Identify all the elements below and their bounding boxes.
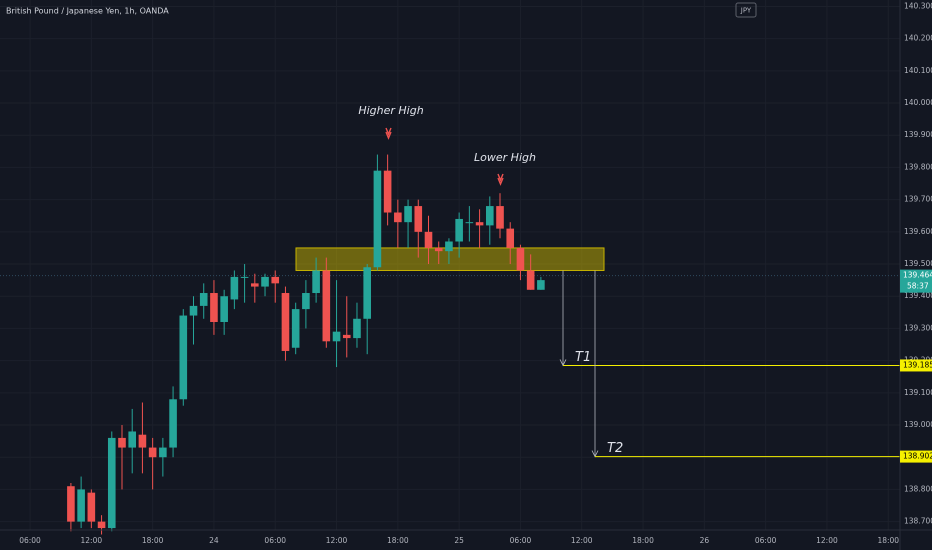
candle-body — [118, 437, 126, 448]
candle-body — [516, 247, 525, 271]
target-label: T2 — [607, 441, 623, 456]
candle-body — [445, 241, 453, 252]
candle-body — [179, 315, 188, 400]
currency-label: JPY — [740, 7, 752, 15]
candle-body — [169, 399, 177, 448]
x-tick-label: 24 — [209, 536, 219, 545]
candle-body — [261, 276, 269, 287]
y-tick-label: 139.400 — [904, 291, 932, 300]
candle-body — [537, 280, 545, 290]
candle-body — [353, 318, 361, 339]
y-tick-label: 139.000 — [904, 420, 932, 429]
candle-body — [342, 334, 351, 339]
y-tick-label: 140.100 — [904, 66, 932, 75]
currency-badge — [735, 2, 757, 18]
candle-body — [302, 293, 310, 310]
annotation: Higher High — [358, 104, 423, 117]
candle-body — [107, 437, 116, 529]
last-price-tag — [900, 269, 932, 293]
candle-body — [506, 228, 515, 248]
candle-body — [312, 270, 320, 294]
candle-body — [271, 276, 280, 284]
x-tick-label: 12:00 — [571, 536, 593, 545]
arrow-marker — [385, 127, 392, 140]
candle-body — [475, 222, 484, 226]
x-tick-label: 26 — [700, 536, 710, 545]
y-tick-label: 140.300 — [904, 1, 932, 10]
candle-body — [291, 309, 300, 348]
x-tick-label: 12:00 — [326, 536, 348, 545]
y-tick-label: 140.200 — [904, 34, 932, 43]
x-tick-label: 12:00 — [81, 536, 103, 545]
candle-body — [332, 331, 341, 342]
target-price-label: 139.185 — [903, 360, 932, 369]
y-tick-label: 139.900 — [904, 130, 932, 139]
target-price-tag — [900, 359, 932, 372]
y-tick-label: 139.300 — [904, 323, 932, 332]
resistance-zone — [295, 247, 605, 271]
x-tick-label: 06:00 — [19, 536, 41, 545]
candle-body — [424, 231, 433, 248]
candle-body — [87, 492, 96, 522]
target-label: T1 — [575, 350, 591, 365]
candle-body — [465, 222, 474, 224]
x-tick-label: 25 — [454, 536, 464, 545]
target-price-tag — [900, 450, 932, 463]
candle-body — [128, 431, 137, 448]
x-tick-label: 18:00 — [387, 536, 409, 545]
candle-body — [97, 521, 106, 529]
candle-body — [77, 489, 85, 522]
y-tick-label: 139.800 — [904, 162, 932, 171]
candle-body — [383, 170, 392, 213]
candle-body — [199, 293, 208, 306]
y-tick-label: 140.000 — [904, 98, 932, 107]
candle-body — [189, 305, 198, 316]
annotation: Lower High — [474, 151, 536, 164]
candle-body — [148, 447, 157, 458]
y-tick-label: 139.500 — [904, 259, 932, 268]
candle-body — [434, 247, 443, 252]
y-tick-label: 138.700 — [904, 517, 932, 526]
candle-body — [251, 283, 259, 287]
x-tick-label: 18:00 — [877, 536, 899, 545]
candle-body — [373, 170, 382, 268]
candle-body — [220, 296, 228, 322]
candle-body — [455, 218, 463, 242]
candle-body — [526, 270, 535, 290]
candle-body — [159, 447, 167, 458]
chart-title: British Pound / Japanese Yen, 1h, OANDA — [6, 7, 169, 16]
countdown-label: 58:37 — [907, 282, 929, 291]
candle-body — [414, 206, 423, 232]
candle-body — [230, 276, 239, 300]
candle-body — [363, 267, 371, 319]
x-tick-label: 18:00 — [632, 536, 654, 545]
candle-body — [485, 206, 494, 226]
candle-body — [210, 293, 218, 322]
candle-body — [281, 293, 290, 351]
candle-body — [404, 206, 412, 223]
x-tick-label: 18:00 — [142, 536, 164, 545]
candle-body — [394, 212, 402, 223]
candle-body — [67, 486, 75, 522]
y-tick-label: 139.100 — [904, 388, 932, 397]
x-tick-label: 06:00 — [755, 536, 777, 545]
x-tick-label: 06:00 — [510, 536, 532, 545]
x-tick-label: 06:00 — [264, 536, 286, 545]
candle-body — [322, 270, 331, 342]
last-price-label: 139.464 — [903, 271, 932, 280]
target-price-label: 138.902 — [903, 452, 932, 461]
y-tick-label: 139.700 — [904, 195, 932, 204]
candle-body — [496, 206, 504, 229]
arrow-marker — [497, 173, 504, 186]
y-tick-label: 139.600 — [904, 227, 932, 236]
candle-body — [240, 276, 249, 278]
candle-body — [138, 434, 147, 448]
y-tick-label: 138.800 — [904, 484, 932, 493]
x-tick-label: 12:00 — [816, 536, 838, 545]
